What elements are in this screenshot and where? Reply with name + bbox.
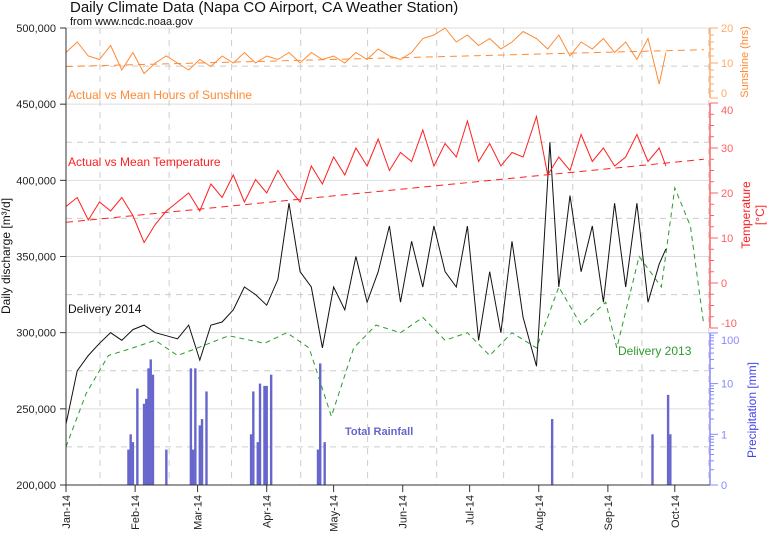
temperature-tick-label: 0: [721, 278, 727, 290]
rainfall-annotation: Total Rainfall: [345, 426, 413, 438]
rainfall-bar: [194, 368, 197, 485]
precipitation-tick-label: 1: [721, 429, 727, 441]
rainfall-bar: [323, 442, 326, 485]
precipitation-axis-label: Precipitation [mm]: [745, 362, 759, 458]
precipitation-tick-label: 100: [721, 335, 739, 347]
sunshine-tick-label: 10: [721, 58, 733, 70]
x-tick-label: Jan-14: [61, 495, 73, 529]
temperature-tick-label: 30: [721, 143, 733, 155]
y-tick-label: 300,000: [16, 328, 56, 340]
temperature-axis-unit: [°C]: [753, 205, 767, 225]
temperature-axis-label: Temperature: [739, 181, 753, 249]
temperature-mean-line: [65, 158, 704, 223]
rainfall-bar: [205, 391, 208, 485]
y-tick-label: 450,000: [16, 99, 56, 111]
temperature-line: [65, 114, 667, 244]
rainfall-bar: [165, 449, 168, 485]
x-tick-label: Apr-14: [262, 495, 274, 528]
rainfall-bar: [319, 363, 322, 485]
grid: [66, 27, 710, 486]
rainfall-bar: [200, 419, 204, 485]
y-tick-label: 400,000: [16, 175, 56, 187]
rainfall-bar: [136, 388, 139, 485]
rainfall-bar: [265, 385, 268, 485]
rainfall-bar: [149, 359, 152, 485]
rainfall-bar: [666, 394, 670, 485]
x-tick-label: Mar-14: [193, 495, 205, 530]
rainfall-bar: [258, 383, 262, 485]
rainfall-bar: [669, 434, 672, 485]
sunshine-line: [65, 27, 667, 85]
temperature-tick-label: 10: [721, 233, 733, 245]
temperature-annotation: Actual vs Mean Temperature: [68, 155, 221, 169]
rainfall-bar: [252, 391, 255, 485]
y-axis-label: Daily discharge [m³/d]: [0, 198, 13, 314]
temperature-tick-label: -10: [721, 318, 737, 330]
rainfall-bar: [316, 449, 320, 485]
rainfall-bar: [151, 374, 155, 485]
rainfall-bar: [269, 374, 273, 485]
sunshine-tick-label: 0: [721, 88, 727, 100]
rainfall-bar: [249, 434, 253, 485]
rainfall-bar: [127, 449, 130, 485]
rainfall-bar: [129, 434, 132, 485]
temperature-tick-label: 20: [721, 188, 733, 200]
x-tick-label: Sep-14: [603, 495, 615, 530]
rainfall-bar: [198, 425, 201, 485]
rainfall-bar: [147, 368, 150, 485]
y-tick-label: 250,000: [16, 404, 56, 416]
sunshine-mean-line: [65, 49, 704, 67]
rainfall-bar: [189, 368, 193, 485]
rainfall-bar: [256, 442, 259, 485]
series-lines: [65, 27, 705, 448]
rainfall-bar: [191, 449, 195, 485]
rainfall-bar: [550, 419, 554, 485]
delivery2014-annotation: Delivery 2014: [68, 302, 142, 316]
x-tick-label: Oct-14: [670, 495, 682, 528]
chart-title: Daily Climate Data (Napa CO Airport, CA …: [70, 0, 458, 16]
rainfall-bar: [651, 434, 654, 485]
delivery2013-annotation: Delivery 2013: [618, 344, 692, 358]
sunshine-annotation: Actual vs Mean Hours of Sunshine: [68, 88, 252, 102]
precipitation-tick-label: 10: [721, 379, 733, 391]
precipitation-tick-label: 0: [721, 480, 727, 492]
y-tick-label: 500,000: [16, 23, 56, 35]
rainfall-bar: [263, 385, 266, 485]
rainfall-bar: [145, 398, 148, 485]
rainfall-bar: [142, 403, 146, 485]
axes: 200,000 250,000 300,000 350,000 400,000 450,0…: [16, 23, 739, 532]
rainfall-bar: [131, 442, 135, 485]
x-tick-label: Jul-14: [465, 495, 477, 525]
x-tick-label: Jun-14: [398, 495, 410, 529]
sunshine-axis-label: Sunshine (hrs): [739, 26, 751, 98]
temperature-tick-label: 40: [721, 105, 733, 117]
x-tick-label: Aug-14: [534, 495, 546, 530]
delivery2014-line: [65, 142, 667, 425]
sunshine-tick-label: 20: [721, 23, 733, 35]
chart-subtitle: from www.ncdc.noaa.gov: [70, 16, 193, 28]
x-tick-label: May-14: [329, 495, 341, 532]
y-tick-label: 200,000: [16, 480, 56, 492]
rainfall-bars: [127, 359, 672, 485]
delivery2013-line: [65, 185, 705, 448]
y-tick-label: 350,000: [16, 252, 56, 264]
x-tick-label: Feb-14: [130, 495, 142, 530]
